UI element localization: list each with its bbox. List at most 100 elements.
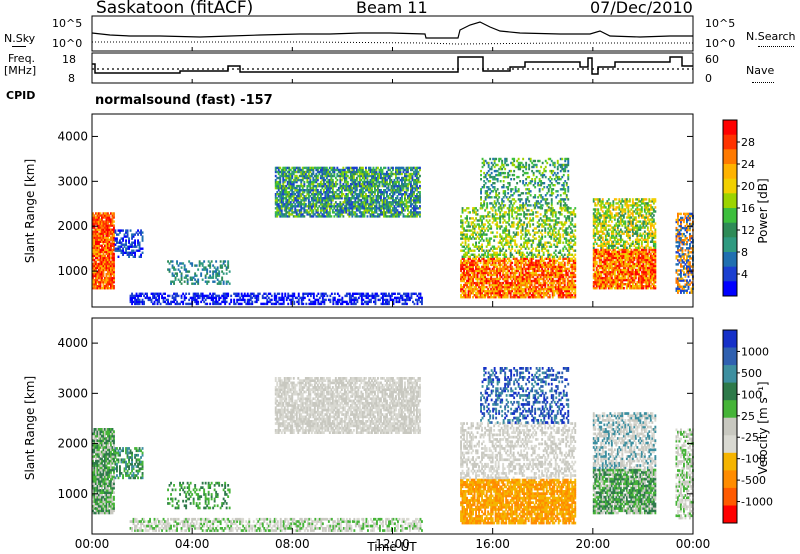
power-cell <box>282 213 285 216</box>
power-cell <box>180 262 183 265</box>
power-cell <box>207 280 210 283</box>
power-cell <box>339 209 342 212</box>
power-cell <box>108 250 111 254</box>
power-cell <box>102 258 105 262</box>
power-cell <box>293 294 296 298</box>
power-cell <box>105 252 108 256</box>
power-cell <box>378 197 381 200</box>
power-cell <box>108 256 111 260</box>
power-cell <box>340 203 343 206</box>
power-cell <box>303 166 306 170</box>
power-cell <box>309 166 312 170</box>
power-cell <box>407 168 409 172</box>
power-cell <box>301 197 304 200</box>
power-cell <box>292 211 295 214</box>
power-cell <box>338 294 341 298</box>
power-cell <box>295 213 298 216</box>
power-cell <box>191 296 194 300</box>
power-cell <box>358 166 361 170</box>
power-cell <box>292 166 295 170</box>
power-cell <box>161 294 163 298</box>
power-cell <box>360 203 363 206</box>
power-cell <box>138 294 141 298</box>
power-cell <box>361 184 364 188</box>
power-cell <box>274 174 277 178</box>
power-cell <box>129 243 132 246</box>
power-cell <box>351 215 354 218</box>
power-cell <box>372 215 375 218</box>
power-cell <box>574 261 577 265</box>
power-cell <box>325 199 328 202</box>
power-cell <box>156 298 159 302</box>
power-cell <box>278 298 281 302</box>
power-cell <box>334 213 337 216</box>
power-cell <box>316 201 319 204</box>
power-cell <box>343 180 346 184</box>
power-cell <box>119 241 121 244</box>
power-cell <box>399 211 402 214</box>
power-cell <box>101 222 103 225</box>
power-cell <box>102 285 105 288</box>
power-cell <box>174 294 177 298</box>
power-cell <box>387 205 390 208</box>
power-cell <box>99 230 102 233</box>
power-cell <box>108 240 111 243</box>
power-cell <box>295 209 298 212</box>
power-cell <box>384 189 387 192</box>
power-cell <box>377 207 379 210</box>
power-cell <box>219 302 222 306</box>
power-cell <box>285 298 288 302</box>
power-cell <box>381 205 384 208</box>
power-cell <box>300 298 303 302</box>
power-cell <box>374 176 376 180</box>
power-cell <box>129 296 132 300</box>
power-cell <box>198 296 201 300</box>
power-cell <box>399 203 402 206</box>
power-cell <box>96 278 99 282</box>
power-cell <box>315 203 318 206</box>
power-cell <box>328 213 331 216</box>
power-cell <box>107 214 109 217</box>
power-cell <box>239 298 242 302</box>
power-cell <box>357 203 360 206</box>
power-cell <box>331 186 334 190</box>
power-cell <box>274 180 277 184</box>
power-cell <box>110 268 112 272</box>
power-cell <box>105 230 108 233</box>
power-cell <box>107 256 109 260</box>
power-cell <box>291 195 294 198</box>
power-cell <box>288 209 291 212</box>
power-cell <box>315 294 318 298</box>
power-cell <box>339 186 342 190</box>
power-cell <box>107 278 109 282</box>
power-cell <box>99 244 102 247</box>
power-cell <box>368 174 370 178</box>
power-cell <box>313 199 316 202</box>
power-cell <box>315 174 318 178</box>
power-cell <box>389 294 392 298</box>
power-cell <box>388 292 390 295</box>
power-cell <box>219 296 222 300</box>
power-cell <box>339 207 342 210</box>
power-cell <box>371 178 373 182</box>
power-cell <box>312 189 315 192</box>
power-cell <box>378 215 381 218</box>
power-cell <box>111 264 114 268</box>
power-cell <box>102 236 105 239</box>
power-cell <box>396 166 399 170</box>
power-cell <box>278 292 281 295</box>
power-cell <box>400 294 402 298</box>
power-cell <box>300 195 303 198</box>
power-cell <box>110 283 112 286</box>
power-cell <box>113 226 115 229</box>
power-cell <box>93 232 96 235</box>
power-cell <box>330 215 333 218</box>
power-cell <box>383 172 385 176</box>
power-cell <box>350 294 353 298</box>
power-cell <box>393 191 396 194</box>
power-cell <box>194 298 197 302</box>
power-cell <box>267 292 270 295</box>
power-cell <box>101 254 103 258</box>
power-cell <box>102 248 105 252</box>
power-cell <box>325 211 328 214</box>
